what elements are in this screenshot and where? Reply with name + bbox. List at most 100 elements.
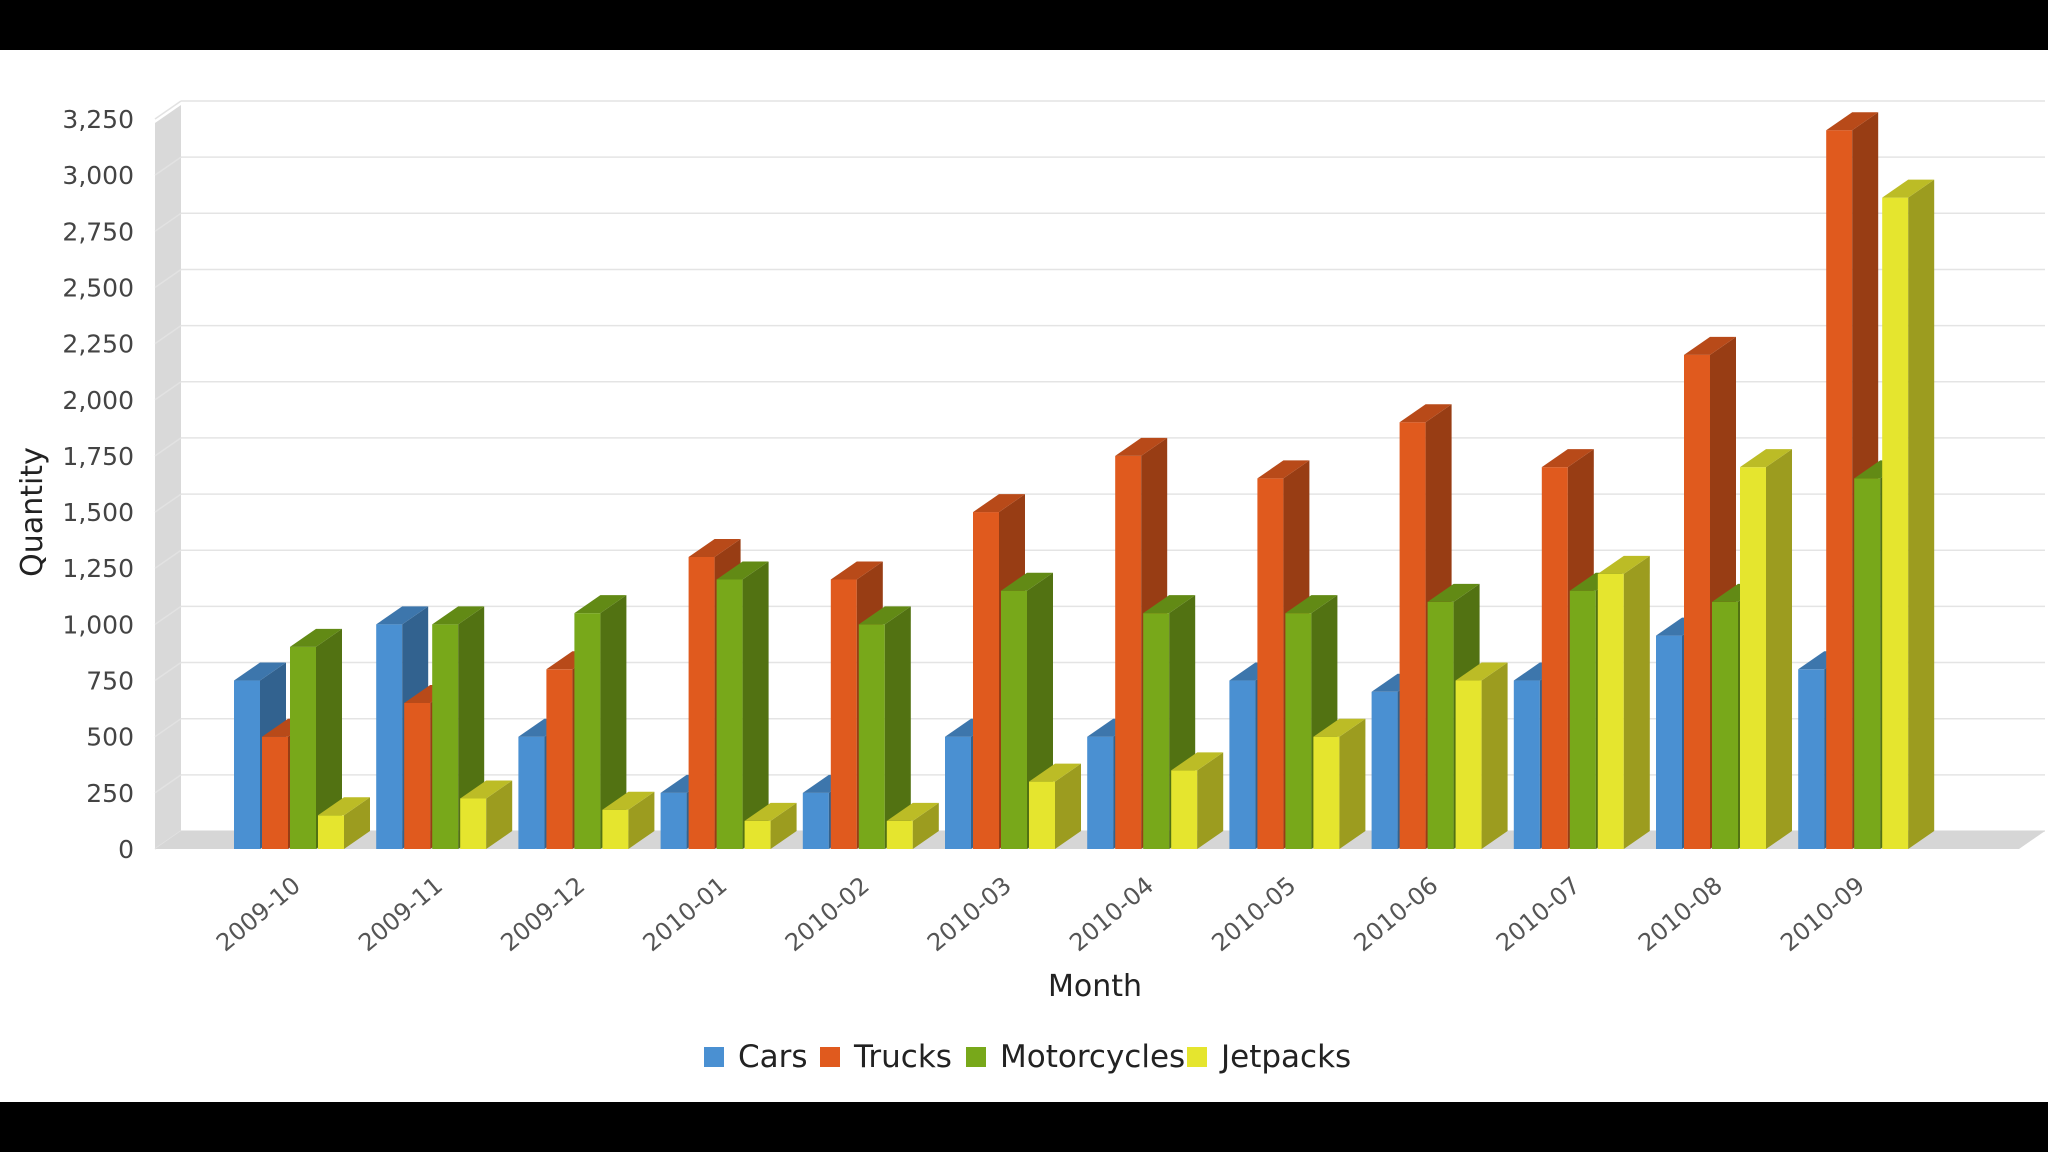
bar-top [1541, 449, 1594, 468]
y-tick-label: 1,500 [62, 498, 134, 527]
bar-top [290, 628, 342, 647]
gridline-diagonal [154, 212, 182, 232]
bar-top [602, 791, 655, 810]
bar-front [1257, 478, 1284, 849]
plot-back-wall [155, 105, 181, 849]
bar-motorcycles-2009-10 [290, 628, 342, 849]
x-axis-tick-labels: 2009-10 2009-11 2009-12 2010-01 2010-02 2010-… [211, 871, 1870, 957]
bar-front [1597, 573, 1624, 849]
x-tick-label: 2010-08 [1633, 871, 1728, 957]
y-tick-label: 1,000 [62, 610, 134, 639]
bar-jetpacks-2009-11 [460, 780, 513, 849]
bar-front [574, 613, 601, 849]
bar-front [376, 624, 403, 849]
legend-label-jetpacks: Jetpacks [1219, 1039, 1351, 1075]
bar-side [884, 606, 911, 849]
bar-top [716, 561, 769, 580]
bar-top [744, 802, 797, 821]
bar-side [770, 802, 797, 849]
bar-side [742, 561, 769, 849]
gridline-diagonal [154, 661, 182, 682]
y-axis-tick-labels: 0 250 500 750 1,000 1,250 1,500 1,750 2,000 2,250… [62, 105, 134, 864]
bar-jetpacks-2010-05 [1313, 718, 1366, 849]
bar-front [546, 669, 573, 849]
x-tick-label: 2009-10 [211, 871, 306, 957]
bar-front [1712, 601, 1738, 849]
legend-swatch-trucks [820, 1047, 840, 1067]
bar-jetpacks-2010-04 [1171, 752, 1224, 849]
bar-front [1087, 736, 1114, 849]
gridline-diagonal [154, 493, 182, 513]
bar-front [432, 624, 459, 849]
bar-jetpacks-2010-01 [744, 802, 797, 849]
y-tick-label: 2,250 [62, 330, 134, 359]
bar-top [1826, 112, 1879, 131]
bar-front [318, 815, 344, 849]
bar-motorcycles-2009-12 [574, 595, 627, 849]
bar-front [1798, 669, 1825, 849]
bar-front [830, 579, 857, 849]
bar-top [886, 802, 939, 821]
gridline-diagonal [154, 268, 182, 289]
bar-front [1171, 770, 1198, 849]
bar-front [1513, 680, 1540, 849]
y-tick-label: 3,250 [62, 105, 134, 134]
bar-front [1285, 613, 1312, 849]
gridline-diagonal [154, 100, 182, 120]
bar-front [1371, 691, 1398, 849]
bar-front [460, 798, 487, 849]
bar-side [912, 802, 939, 849]
bar-top [1001, 572, 1053, 591]
bar-front [1001, 590, 1027, 849]
bar-front [262, 736, 288, 849]
gridline-diagonal [154, 324, 182, 345]
gridline-diagonal [154, 156, 182, 176]
bar-top [1171, 752, 1224, 771]
bar-front [1656, 635, 1682, 849]
bar-front [1029, 781, 1055, 849]
y-tick-label: 1,250 [62, 554, 134, 583]
bar-top [1597, 555, 1650, 574]
bar-front [234, 680, 260, 849]
bar-front [1684, 354, 1710, 849]
x-tick-label: 2010-03 [922, 871, 1017, 957]
bar-side [1339, 718, 1366, 849]
y-tick-label: 2,750 [62, 217, 134, 246]
legend-swatch-cars [704, 1047, 724, 1067]
bar-side [1623, 555, 1650, 849]
bar-front [1854, 478, 1881, 849]
bar-top [1882, 179, 1935, 198]
bar-side [1055, 763, 1081, 849]
gridline-diagonal [154, 381, 182, 401]
y-tick-label: 750 [86, 667, 134, 696]
bar-side [486, 780, 513, 849]
y-tick-label: 0 [118, 835, 134, 864]
bar-side [1197, 752, 1224, 849]
y-tick-label: 3,000 [62, 161, 134, 190]
legend-swatch-motorcycles [966, 1047, 986, 1067]
chart-frame: 0 250 500 750 1,000 1,250 1,500 1,750 2,000 2,250… [0, 50, 2048, 1102]
y-tick-label: 500 [86, 723, 134, 752]
bar-jetpacks-2010-08 [1740, 449, 1792, 849]
bar-side [1908, 179, 1935, 850]
bar-front [1313, 736, 1340, 849]
bar-front [290, 646, 316, 849]
bar-front [1826, 130, 1853, 849]
bar-motorcycles-2010-01 [716, 561, 769, 849]
x-tick-label: 2010-05 [1206, 871, 1301, 957]
bar-front [518, 736, 545, 849]
legend-label-motorcycles: Motorcycles [1000, 1039, 1185, 1075]
bar-jetpacks-2010-02 [886, 802, 939, 849]
bar-top [376, 606, 429, 625]
bar-top [973, 494, 1025, 513]
gridline-diagonal [154, 549, 182, 569]
bar-front [858, 624, 885, 849]
bar-top [1257, 460, 1310, 479]
bar-front [1740, 467, 1766, 849]
bar-front [1229, 680, 1256, 849]
bar-top [1740, 449, 1792, 468]
bar-top [1313, 718, 1366, 737]
bar-front [1455, 680, 1482, 849]
bar-top [1285, 595, 1338, 614]
bar-front [1115, 455, 1142, 849]
